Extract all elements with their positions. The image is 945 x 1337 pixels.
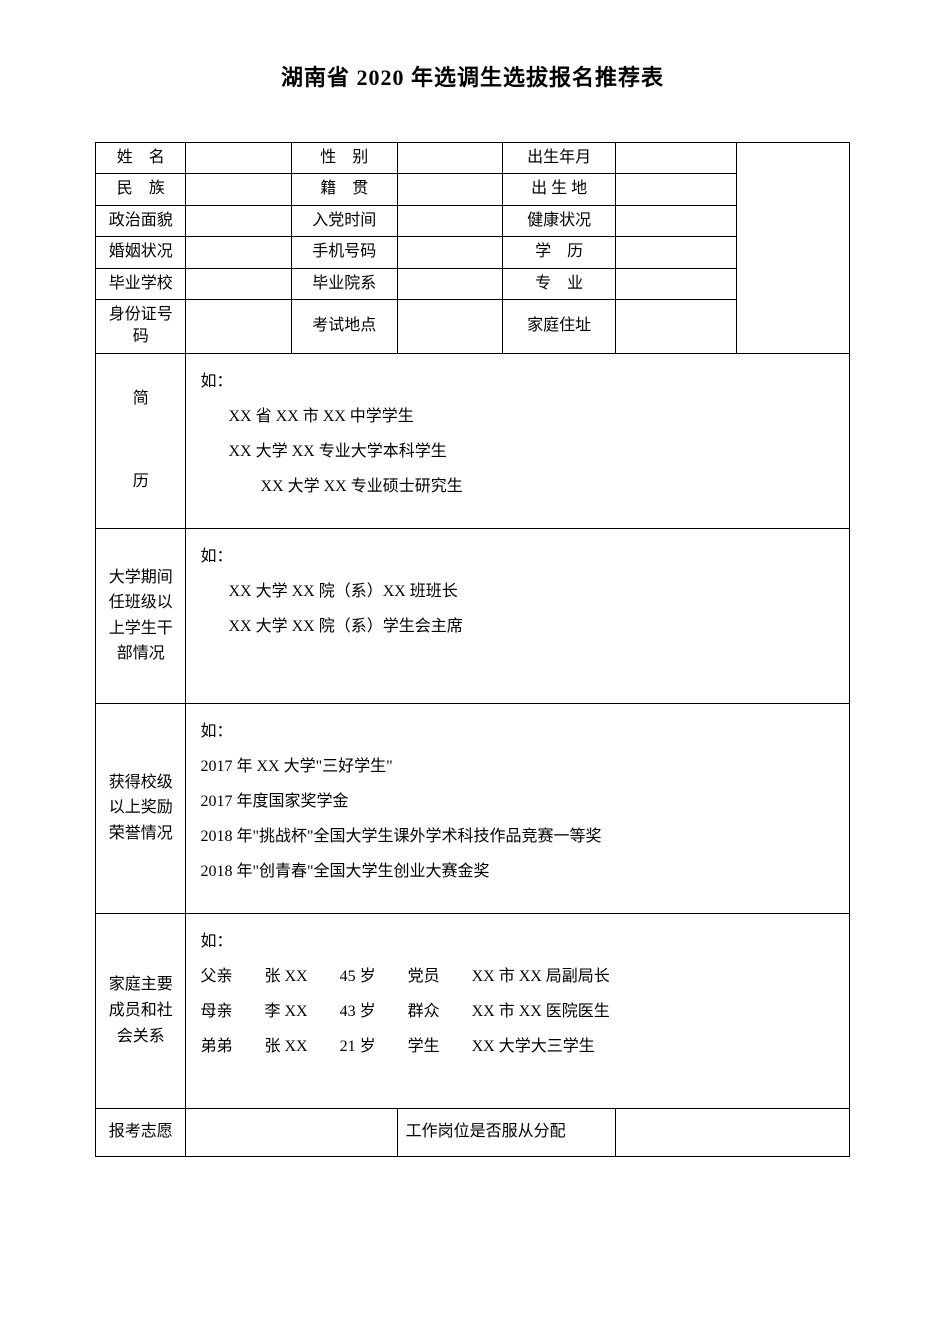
label-family: 家庭主要成员和社会关系 bbox=[96, 913, 186, 1108]
label-phone: 手机号码 bbox=[292, 237, 398, 268]
awards-line-1: 2017 年度国家奖学金 bbox=[200, 784, 835, 819]
value-edu[interactable] bbox=[616, 237, 737, 268]
row-name: 姓 名 性 别 出生年月 bbox=[96, 143, 850, 174]
label-apply: 报考志愿 bbox=[96, 1108, 186, 1156]
page-title: 湖南省 2020 年选调生选拔报名推荐表 bbox=[95, 60, 850, 92]
label-ethnic: 民 族 bbox=[96, 174, 186, 205]
value-apply[interactable] bbox=[186, 1108, 397, 1156]
value-cadre[interactable]: 如： XX 大学 XX 院（系）XX 班班长 XX 大学 XX 院（系）学生会主… bbox=[186, 528, 850, 703]
family-prefix: 如： bbox=[200, 924, 835, 959]
value-marriage[interactable] bbox=[186, 237, 292, 268]
value-major[interactable] bbox=[616, 268, 737, 299]
family-member-1: 母亲 李 XX 43 岁 群众 XX 市 XX 医院医生 bbox=[200, 994, 835, 1029]
value-birthplace[interactable] bbox=[616, 174, 737, 205]
cadre-prefix: 如： bbox=[200, 539, 835, 574]
value-politics[interactable] bbox=[186, 205, 292, 236]
label-native: 籍 贯 bbox=[292, 174, 398, 205]
row-family: 家庭主要成员和社会关系 如： 父亲 张 XX 45 岁 党员 XX 市 XX 局… bbox=[96, 913, 850, 1108]
row-apply: 报考志愿 工作岗位是否服从分配 bbox=[96, 1108, 850, 1156]
value-partydate[interactable] bbox=[397, 205, 503, 236]
value-address[interactable] bbox=[616, 299, 737, 353]
label-gender: 性 别 bbox=[292, 143, 398, 174]
label-examplace: 考试地点 bbox=[292, 299, 398, 353]
label-name: 姓 名 bbox=[96, 143, 186, 174]
family-member-0: 父亲 张 XX 45 岁 党员 XX 市 XX 局副局长 bbox=[200, 959, 835, 994]
cadre-line-0: XX 大学 XX 院（系）XX 班班长 bbox=[200, 574, 835, 609]
resume-line-2: XX 大学 XX 专业硕士研究生 bbox=[200, 469, 835, 504]
awards-line-0: 2017 年 XX 大学"三好学生" bbox=[200, 749, 835, 784]
label-birth: 出生年月 bbox=[503, 143, 616, 174]
label-edu: 学 历 bbox=[503, 237, 616, 268]
label-marriage: 婚姻状况 bbox=[96, 237, 186, 268]
label-politics: 政治面貌 bbox=[96, 205, 186, 236]
value-dept[interactable] bbox=[397, 268, 503, 299]
label-id: 身份证号码 bbox=[96, 299, 186, 353]
value-birth[interactable] bbox=[616, 143, 737, 174]
awards-line-3: 2018 年"创青春"全国大学生创业大赛金奖 bbox=[200, 854, 835, 889]
label-obey: 工作岗位是否服从分配 bbox=[397, 1108, 616, 1156]
awards-prefix: 如： bbox=[200, 714, 835, 749]
value-gender[interactable] bbox=[397, 143, 503, 174]
resume-prefix: 如： bbox=[200, 364, 835, 399]
label-awards: 获得校级以上奖励荣誉情况 bbox=[96, 703, 186, 913]
value-phone[interactable] bbox=[397, 237, 503, 268]
resume-line-0: XX 省 XX 市 XX 中学学生 bbox=[200, 399, 835, 434]
value-id[interactable] bbox=[186, 299, 292, 353]
label-school: 毕业学校 bbox=[96, 268, 186, 299]
label-resume-bottom: 历 bbox=[102, 469, 179, 495]
row-resume: 简 历 如： XX 省 XX 市 XX 中学学生 XX 大学 XX 专业大学本科… bbox=[96, 353, 850, 528]
value-ethnic[interactable] bbox=[186, 174, 292, 205]
value-school[interactable] bbox=[186, 268, 292, 299]
label-dept: 毕业院系 bbox=[292, 268, 398, 299]
awards-line-2: 2018 年"挑战杯"全国大学生课外学术科技作品竞赛一等奖 bbox=[200, 819, 835, 854]
label-partydate: 入党时间 bbox=[292, 205, 398, 236]
value-obey[interactable] bbox=[616, 1108, 850, 1156]
photo-cell[interactable] bbox=[736, 143, 849, 354]
row-cadre: 大学期间任班级以上学生干部情况 如： XX 大学 XX 院（系）XX 班班长 X… bbox=[96, 528, 850, 703]
label-resume: 简 历 bbox=[96, 353, 186, 528]
label-resume-top: 简 bbox=[102, 386, 179, 412]
label-cadre: 大学期间任班级以上学生干部情况 bbox=[96, 528, 186, 703]
value-family[interactable]: 如： 父亲 张 XX 45 岁 党员 XX 市 XX 局副局长 母亲 李 XX … bbox=[186, 913, 850, 1108]
value-awards[interactable]: 如： 2017 年 XX 大学"三好学生" 2017 年度国家奖学金 2018 … bbox=[186, 703, 850, 913]
value-native[interactable] bbox=[397, 174, 503, 205]
cadre-line-1: XX 大学 XX 院（系）学生会主席 bbox=[200, 609, 835, 644]
form-table: 姓 名 性 别 出生年月 民 族 籍 贯 出 生 地 政治面貌 入党时间 健康状… bbox=[95, 142, 850, 1157]
label-major: 专 业 bbox=[503, 268, 616, 299]
label-health: 健康状况 bbox=[503, 205, 616, 236]
row-awards: 获得校级以上奖励荣誉情况 如： 2017 年 XX 大学"三好学生" 2017 … bbox=[96, 703, 850, 913]
value-examplace[interactable] bbox=[397, 299, 503, 353]
value-resume[interactable]: 如： XX 省 XX 市 XX 中学学生 XX 大学 XX 专业大学本科学生 X… bbox=[186, 353, 850, 528]
value-health[interactable] bbox=[616, 205, 737, 236]
value-name[interactable] bbox=[186, 143, 292, 174]
family-member-2: 弟弟 张 XX 21 岁 学生 XX 大学大三学生 bbox=[200, 1029, 835, 1064]
resume-line-1: XX 大学 XX 专业大学本科学生 bbox=[200, 434, 835, 469]
label-birthplace: 出 生 地 bbox=[503, 174, 616, 205]
label-address: 家庭住址 bbox=[503, 299, 616, 353]
